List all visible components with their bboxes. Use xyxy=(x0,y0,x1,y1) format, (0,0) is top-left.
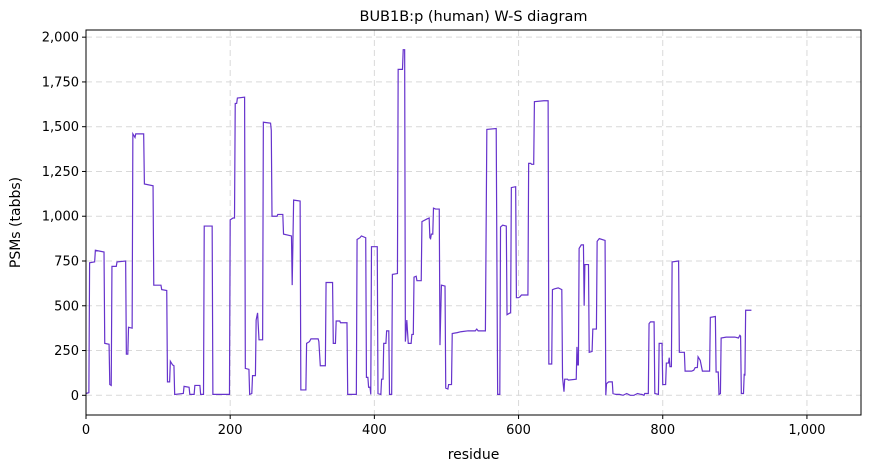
grid-lines xyxy=(85,30,861,415)
x-tick-label: 200 xyxy=(218,423,243,438)
y-axis-label: PSMs (tabbs) xyxy=(8,177,24,268)
x-tick-label: 1,000 xyxy=(788,423,825,438)
x-axis: 0 200 400 600 800 1,000 xyxy=(82,415,826,438)
y-tick-label: 1,250 xyxy=(42,165,79,180)
plot-frame xyxy=(85,29,862,416)
chart-title: BUB1B:p (human) W-S diagram xyxy=(360,9,588,25)
y-tick-label: 2,000 xyxy=(42,31,79,46)
x-axis-label: residue xyxy=(448,447,500,463)
x-tick-label: 400 xyxy=(362,423,387,438)
plot-area xyxy=(85,49,752,397)
series-line-0 xyxy=(85,49,752,397)
y-tick-label: 250 xyxy=(54,344,79,359)
x-tick-label: 600 xyxy=(506,423,531,438)
y-axis: 0 250 500 750 1,000 1,250 1,500 1,750 2,000 xyxy=(42,31,86,404)
y-tick-label: 1,500 xyxy=(42,120,79,135)
y-tick-label: 750 xyxy=(54,255,79,270)
y-tick-label: 1,000 xyxy=(42,210,79,225)
y-tick-label: 1,750 xyxy=(42,75,79,90)
x-tick-label: 800 xyxy=(650,423,675,438)
x-tick-label: 0 xyxy=(82,423,90,438)
y-tick-label: 0 xyxy=(71,389,79,404)
y-tick-label: 500 xyxy=(54,299,79,314)
